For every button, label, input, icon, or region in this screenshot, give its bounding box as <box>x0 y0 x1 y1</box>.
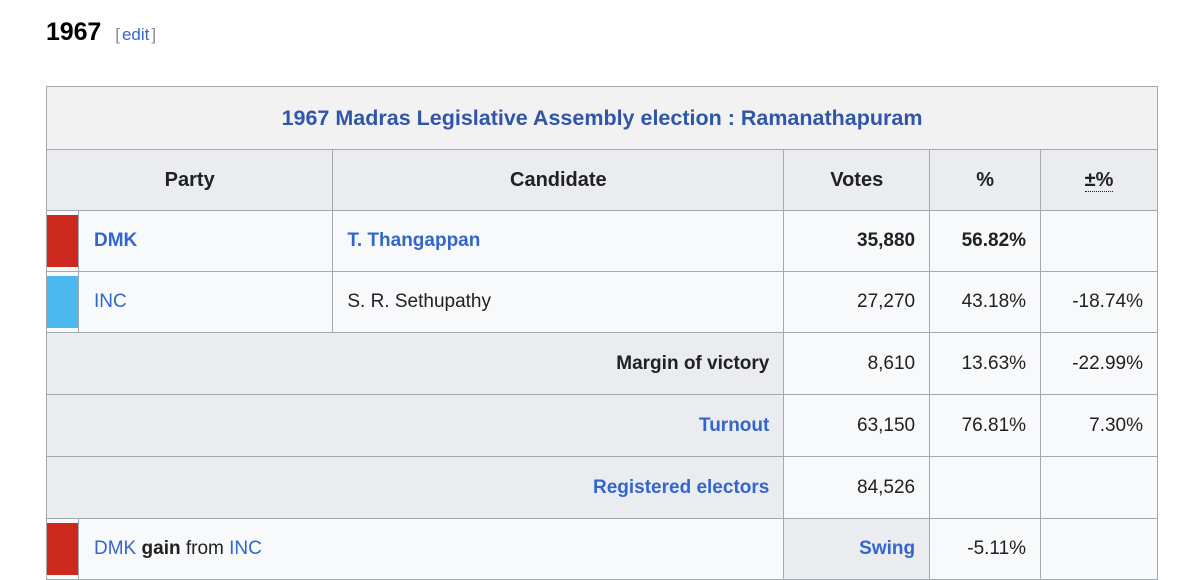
swing-delta-cell <box>1040 518 1158 580</box>
swing-from-party-link[interactable]: INC <box>229 538 262 560</box>
table-row: INC S. R. Sethupathy 27,270 43.18% -18.7… <box>46 271 1158 333</box>
column-header-candidate: Candidate <box>332 149 785 211</box>
edit-link[interactable]: edit <box>121 25 150 44</box>
registered-electors-link[interactable]: Registered electors <box>592 476 770 498</box>
votes-cell: 27,270 <box>783 271 931 333</box>
party-cell: DMK <box>77 210 334 272</box>
swing-link[interactable]: Swing <box>859 538 916 560</box>
summary-votes-margin: 8,610 <box>783 332 931 395</box>
column-header-party: Party <box>45 149 334 211</box>
summary-votes-electors: 84,526 <box>783 456 931 519</box>
summary-row-electors: Registered electors 84,526 <box>46 456 1158 519</box>
section-heading: 1967 [edit] <box>46 18 156 47</box>
votes-cell: 35,880 <box>783 210 931 272</box>
summary-percent-margin: 13.63% <box>929 332 1042 395</box>
edit-bracket-close: ] <box>151 25 157 44</box>
swing-value-cell: -5.11% <box>929 518 1042 580</box>
summary-label-electors: Registered electors <box>46 456 785 519</box>
column-header-percent: % <box>929 149 1042 211</box>
edit-bracket-open: [ <box>115 25 120 44</box>
turnout-link[interactable]: Turnout <box>699 414 770 436</box>
column-header-delta: ±% <box>1040 149 1158 211</box>
candidate-link[interactable]: T. Thangappan <box>347 230 481 252</box>
party-color-swatch <box>47 276 78 328</box>
party-link[interactable]: DMK <box>94 230 138 252</box>
percent-cell: 43.18% <box>929 271 1042 333</box>
summary-delta-electors <box>1040 456 1158 519</box>
table-row: DMK T. Thangappan 35,880 56.82% <box>46 210 1158 272</box>
table-header-row: Party Candidate Votes % ±% <box>45 149 1158 211</box>
swing-row: DMK gain from INC Swing -5.11% <box>46 518 1158 580</box>
party-color-swatch <box>47 215 78 267</box>
column-header-votes: Votes <box>783 149 931 211</box>
party-link[interactable]: INC <box>94 291 127 313</box>
summary-delta-margin: -22.99% <box>1040 332 1158 395</box>
delta-cell <box>1040 210 1158 272</box>
party-color-swatch <box>47 523 78 575</box>
summary-votes-turnout: 63,150 <box>783 394 931 457</box>
party-color-swatch-cell <box>46 210 79 272</box>
candidate-cell: S. R. Sethupathy <box>332 271 785 333</box>
table-caption-cell: 1967 Madras Legislative Assembly electio… <box>46 86 1158 150</box>
page-title: 1967 <box>46 18 102 46</box>
delta-abbr[interactable]: ±% <box>1084 168 1114 192</box>
summary-delta-turnout: 7.30% <box>1040 394 1158 457</box>
swing-description-cell: DMK gain from INC <box>77 518 785 580</box>
party-color-swatch-cell <box>46 271 79 333</box>
edit-section-control: [edit] <box>115 25 156 45</box>
summary-row-margin: Margin of victory 8,610 13.63% -22.99% <box>46 332 1158 395</box>
percent-cell: 56.82% <box>929 210 1042 272</box>
summary-percent-turnout: 76.81% <box>929 394 1042 457</box>
delta-cell: -18.74% <box>1040 271 1158 333</box>
party-cell: INC <box>77 271 334 333</box>
summary-label-turnout: Turnout <box>46 394 785 457</box>
table-caption-row: 1967 Madras Legislative Assembly electio… <box>46 86 1158 150</box>
swing-gain-word: gain <box>141 538 181 560</box>
table-caption-text: 1967 Madras Legislative Assembly electio… <box>281 105 923 130</box>
swing-from-word: from <box>185 538 224 560</box>
candidate-cell: T. Thangappan <box>332 210 785 272</box>
summary-row-turnout: Turnout 63,150 76.81% 7.30% <box>46 394 1158 457</box>
summary-percent-electors <box>929 456 1042 519</box>
election-results-table: 1967 Madras Legislative Assembly electio… <box>45 86 1158 580</box>
swing-gain-party-link[interactable]: DMK <box>94 538 137 560</box>
summary-label-margin: Margin of victory <box>46 332 785 395</box>
swing-label-cell: Swing <box>783 518 931 580</box>
swing-color-swatch-cell <box>46 518 79 580</box>
